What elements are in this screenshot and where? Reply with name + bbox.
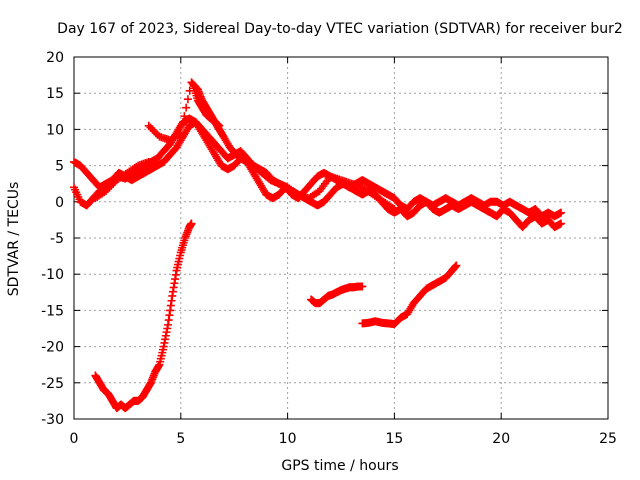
data-point [388, 203, 397, 212]
y-axis-label: SDTVAR / TECUs [6, 182, 22, 297]
y-tick-label: -30 [41, 412, 64, 428]
y-tick-label: 15 [46, 86, 64, 102]
x-tick-label: 20 [492, 431, 510, 447]
chart-title: Day 167 of 2023, Sidereal Day-to-day VTE… [57, 21, 623, 37]
data-point [390, 205, 399, 214]
y-tick-label: 0 [55, 195, 64, 211]
data-point [144, 157, 153, 166]
data-point [103, 185, 112, 194]
data-point [313, 188, 322, 197]
series-arc-e [189, 81, 224, 130]
series-arc-g [307, 282, 367, 308]
data-point [132, 162, 141, 171]
series-arc-b [70, 118, 566, 232]
data-point [144, 121, 153, 130]
x-tick-label: 15 [385, 431, 403, 447]
data-point [176, 129, 185, 138]
y-tick-label: 5 [55, 159, 64, 175]
data-point [215, 121, 224, 130]
data-point [557, 208, 566, 217]
data-points [70, 78, 566, 413]
y-tick-label: -5 [50, 231, 64, 247]
data-point [175, 130, 184, 139]
data-point [292, 189, 301, 198]
data-point [148, 125, 157, 134]
data-point [146, 123, 155, 132]
y-tick-label: -25 [41, 376, 64, 392]
x-tick-label: 5 [176, 431, 185, 447]
x-axis-label: GPS time / hours [281, 458, 398, 474]
x-tick-label: 0 [70, 431, 79, 447]
data-point [151, 129, 160, 138]
data-point [102, 186, 111, 195]
series-arc-f [91, 219, 196, 413]
data-point [109, 179, 118, 188]
axis-ticks: 0 5 10 15 20 25 -30 -25 -20 -15 -10 -5 0 5 10 15 20 [41, 50, 617, 447]
y-tick-label: -15 [41, 303, 64, 319]
data-point [183, 95, 192, 104]
data-point [107, 181, 116, 190]
data-point [557, 219, 566, 228]
data-point [180, 112, 189, 121]
grid [74, 57, 608, 419]
series-arc-h [358, 261, 461, 329]
y-tick-label: 10 [46, 122, 64, 138]
data-point [452, 261, 461, 270]
series-arc-c [91, 157, 153, 203]
x-tick-label: 25 [599, 431, 617, 447]
y-tick-label: -20 [41, 340, 64, 356]
data-point [358, 282, 367, 291]
data-point [105, 183, 114, 192]
data-point [182, 103, 191, 112]
y-tick-label: 20 [46, 50, 64, 66]
data-point [178, 120, 187, 129]
y-tick-label: -10 [41, 267, 64, 283]
data-point [187, 219, 196, 228]
x-tick-label: 10 [279, 431, 297, 447]
data-point [150, 127, 159, 136]
